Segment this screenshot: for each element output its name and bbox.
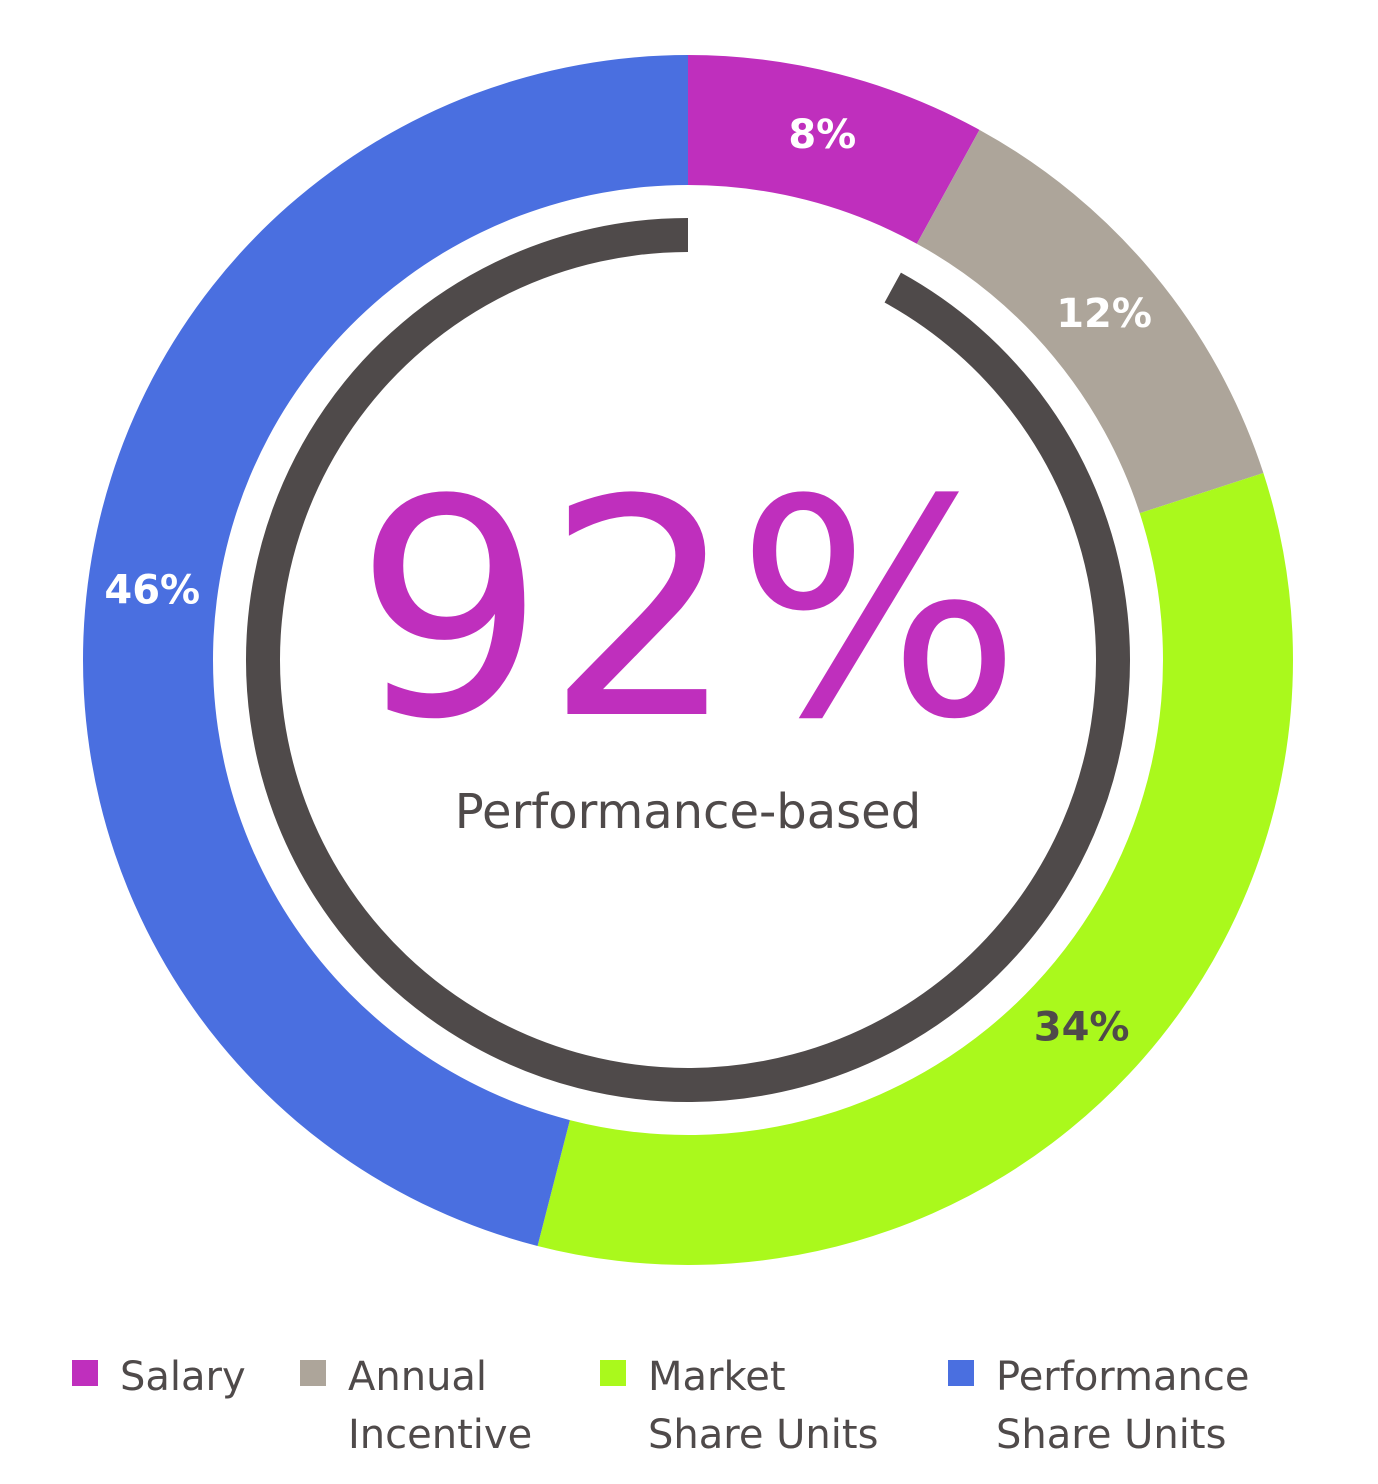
- legend-swatch: [948, 1360, 974, 1386]
- inner-ring: [246, 218, 1130, 1102]
- donut-segment: [83, 55, 689, 1246]
- legend-label: Annual Incentive: [348, 1354, 533, 1458]
- center-caption: Performance-based: [455, 784, 921, 840]
- legend: Salary Annual Incentive Market Share Units…: [0, 1348, 1378, 1478]
- donut-segment: [537, 473, 1293, 1265]
- data-label: 12%: [1056, 291, 1152, 337]
- legend-label: Market Share Units: [648, 1354, 879, 1458]
- legend-swatch: [600, 1360, 626, 1386]
- data-label: 34%: [1034, 1005, 1130, 1051]
- donut-segment: [688, 55, 980, 244]
- legend-item: Annual Incentive: [300, 1348, 598, 1464]
- data-label: 8%: [788, 112, 856, 158]
- legend-label: Salary: [120, 1354, 246, 1400]
- chart: 92% Performance-based 8% 12% 34% 46%: [83, 55, 1293, 1265]
- donut-segment: [916, 129, 1264, 514]
- legend-swatch: [72, 1360, 98, 1386]
- legend-label: Performance Share Units: [996, 1354, 1250, 1458]
- data-label: 46%: [104, 567, 200, 613]
- legend-item: Performance Share Units: [948, 1348, 1336, 1464]
- legend-item: Salary: [72, 1348, 340, 1406]
- center-value: 92%: [355, 436, 1022, 785]
- legend-item: Market Share Units: [600, 1348, 938, 1464]
- legend-swatch: [300, 1360, 326, 1386]
